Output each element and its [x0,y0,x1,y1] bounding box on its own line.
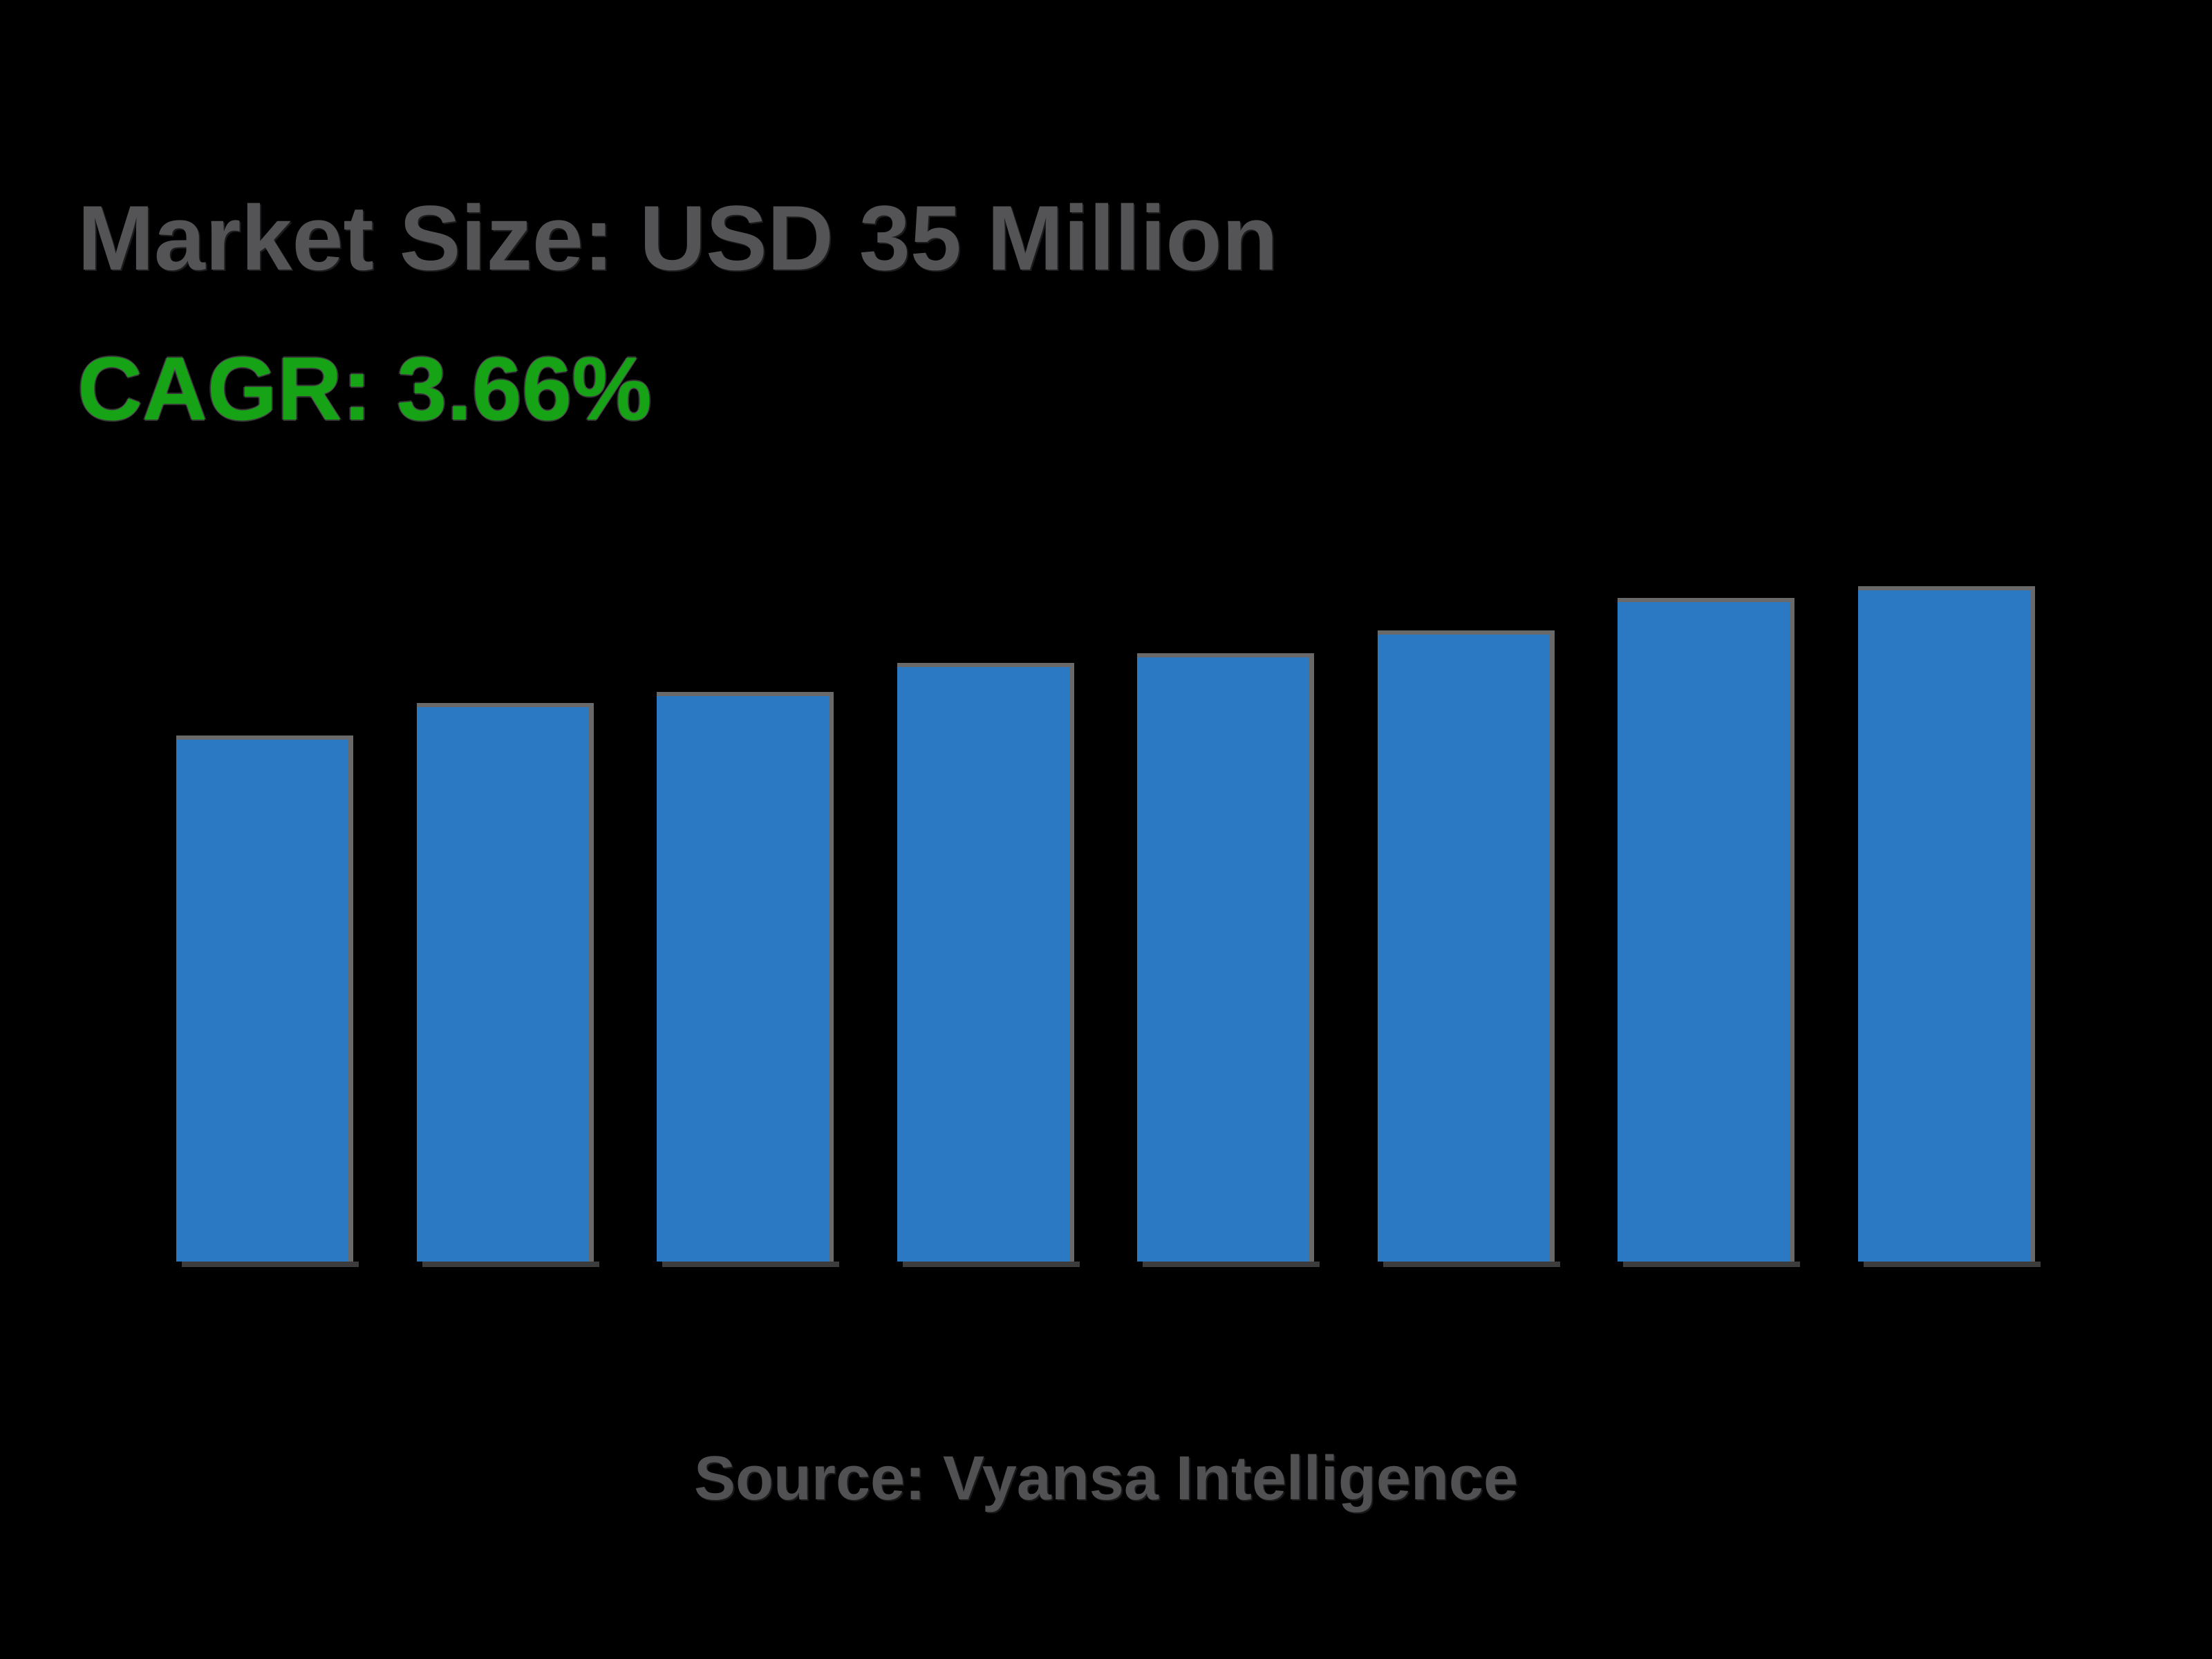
bar-8 [1858,586,2041,1267]
bar-4 [897,663,1080,1267]
bar-7 [1618,598,1800,1267]
bar-6 [1378,630,1560,1267]
cagr-value: CAGR: 3.66% [77,338,652,439]
bar-5 [1137,653,1320,1267]
bar-1 [176,735,359,1267]
source-caption: Source: Vyansa Intelligence [693,1444,1519,1513]
bar-2 [417,703,599,1267]
market-size-title: Market Size: USD 35 Million [77,187,1278,290]
bar-3 [657,692,839,1267]
